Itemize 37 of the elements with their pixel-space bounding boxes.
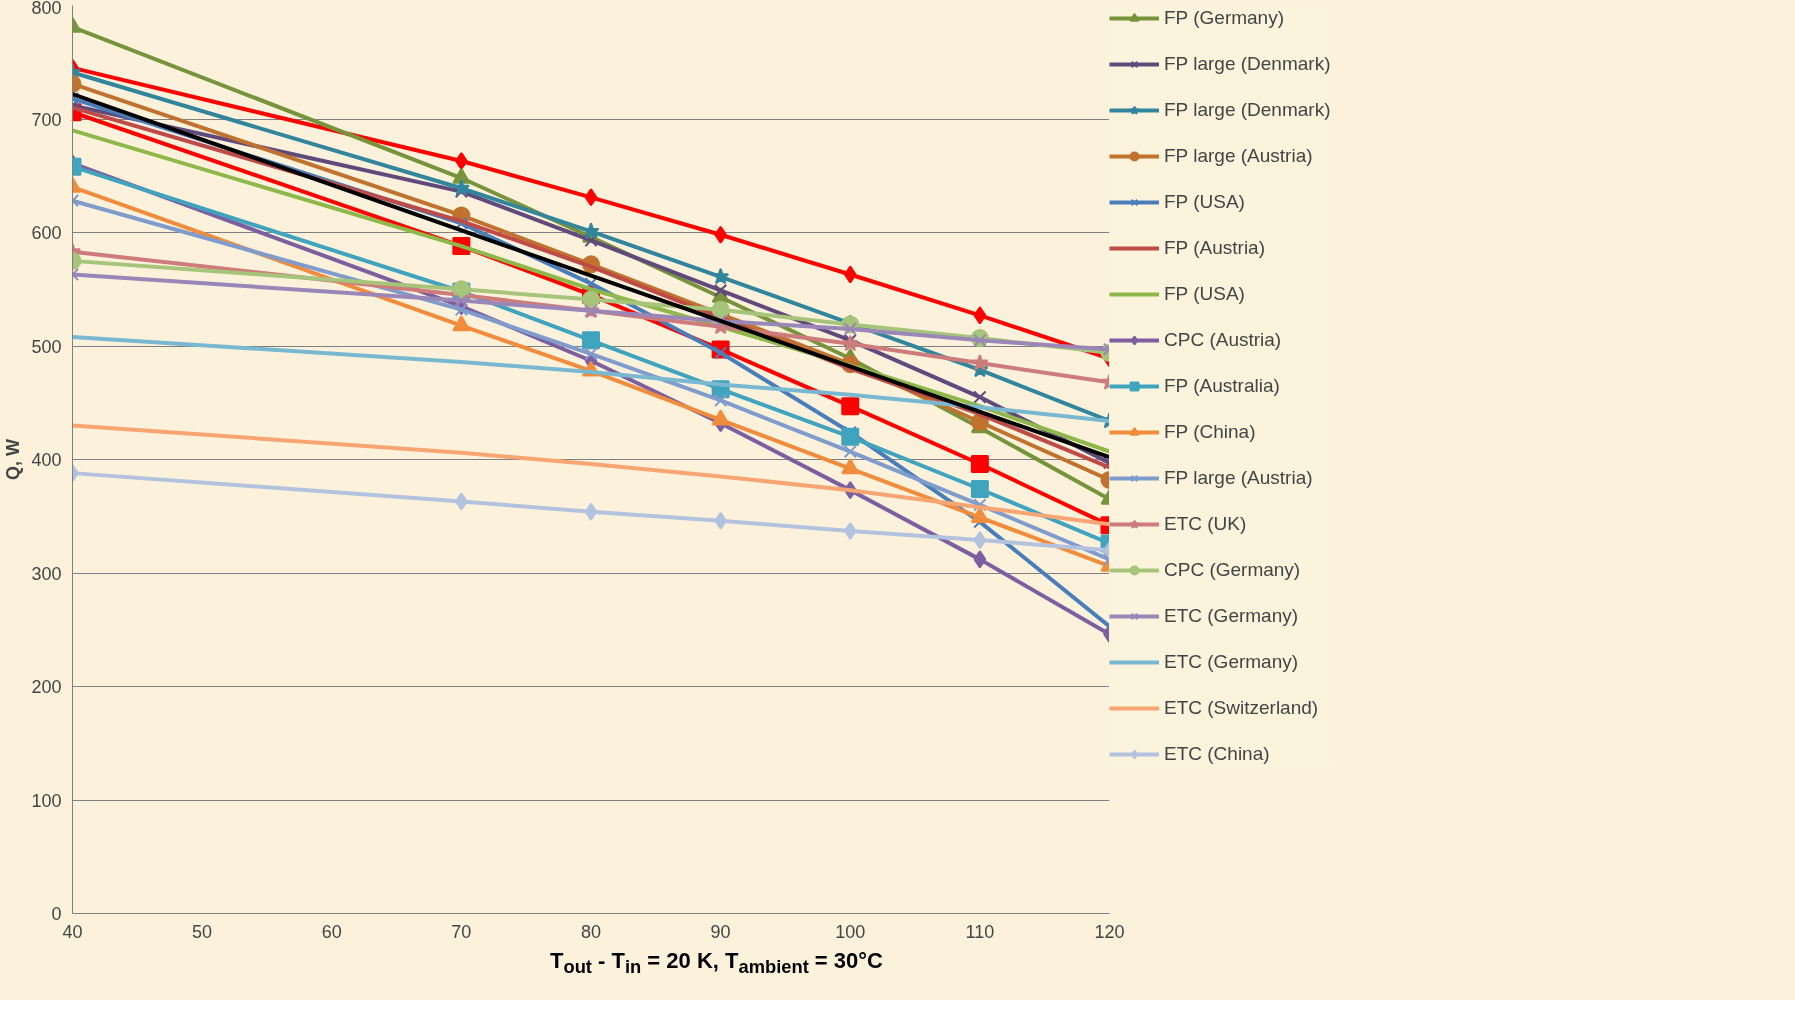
legend-label: FP large (Denmark) [1164, 52, 1331, 76]
legend-label: ETC (Switzerland) [1164, 696, 1319, 720]
x-tick-label: 80 [580, 921, 602, 942]
legend-label: FP (Austria) [1164, 236, 1266, 260]
x-tick-label: 90 [710, 921, 731, 942]
y-tick-label: 300 [31, 563, 62, 584]
legend-label: FP (China) [1164, 420, 1256, 444]
x-tick-label: 120 [1094, 921, 1125, 942]
y-tick-label: 700 [31, 109, 62, 130]
x-tick-label: 110 [965, 921, 995, 942]
legend-label: FP large (Austria) [1164, 144, 1313, 168]
x-tick-label: 100 [835, 921, 866, 942]
y-tick-label: 500 [31, 336, 62, 357]
x-tick-label: 60 [321, 921, 342, 942]
legend-label: FP large (Austria) [1164, 466, 1313, 490]
y-tick-label: 0 [51, 904, 62, 924]
legend-label: FP (USA) [1164, 190, 1245, 214]
legend-label: FP (Australia) [1164, 374, 1280, 398]
legend-label: ETC (Germany) [1164, 650, 1299, 674]
y-tick-label: 800 [31, 0, 62, 18]
legend-label: FP large (Denmark) [1164, 98, 1331, 122]
legend-label: ETC (China) [1164, 742, 1270, 766]
y-tick-label: 600 [31, 223, 62, 243]
x-tick-label: 50 [192, 921, 213, 942]
y-axis-title: Q, W [3, 438, 24, 480]
legend-label: ETC (Germany) [1164, 604, 1299, 628]
legend-label: FP (Germany) [1164, 6, 1285, 30]
y-tick-label: 400 [31, 450, 62, 470]
legend-label: CPC (Germany) [1164, 558, 1301, 582]
y-tick-label: 100 [31, 790, 62, 811]
legend-label: ETC (UK) [1164, 512, 1247, 536]
legend-label: CPC (Austria) [1164, 328, 1282, 352]
x-tick-label: 70 [451, 921, 472, 942]
legend-label: FP (USA) [1164, 282, 1245, 306]
x-tick-label: 40 [62, 921, 83, 942]
x-axis-title: T$_{out}$ - T$_{in}$ = 20 K, T$_{ambient}$ = 30°C [550, 947, 883, 980]
y-tick-label: 200 [31, 677, 62, 697]
